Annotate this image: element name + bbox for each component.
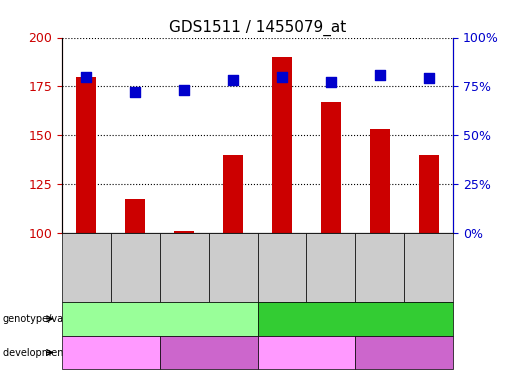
Point — [327, 80, 335, 86]
Bar — [223, 154, 243, 232]
Bar — [370, 129, 389, 232]
Bar — [321, 102, 340, 232]
Bar — [76, 76, 96, 232]
Point — [131, 89, 139, 95]
Text: E8.5: E8.5 — [98, 348, 123, 357]
Point — [229, 77, 237, 83]
Bar — [174, 231, 194, 232]
Text: E8.5: E8.5 — [294, 348, 319, 357]
Text: GSM48919: GSM48919 — [277, 241, 287, 294]
Point — [278, 74, 286, 80]
Text: RUNX1 knockout: RUNX1 knockout — [308, 314, 402, 324]
Text: E12: E12 — [198, 348, 219, 357]
Point — [424, 75, 433, 81]
Text: GSM48921: GSM48921 — [179, 241, 189, 294]
Text: wild type: wild type — [134, 314, 185, 324]
Point — [180, 87, 188, 93]
Text: GSM48922: GSM48922 — [228, 241, 238, 294]
Text: GSM48918: GSM48918 — [130, 241, 140, 294]
Text: E12: E12 — [393, 348, 415, 357]
Text: GSM48920: GSM48920 — [326, 241, 336, 294]
Bar — [272, 57, 291, 232]
Point — [82, 74, 91, 80]
Text: GSM48917: GSM48917 — [81, 241, 91, 294]
Bar — [419, 154, 438, 232]
Text: development stage: development stage — [3, 348, 97, 357]
Title: GDS1511 / 1455079_at: GDS1511 / 1455079_at — [169, 20, 346, 36]
Point — [375, 72, 384, 78]
Text: genotype/variation: genotype/variation — [3, 314, 95, 324]
Text: GSM48924: GSM48924 — [424, 241, 434, 294]
Text: GSM48923: GSM48923 — [375, 241, 385, 294]
Bar — [125, 200, 145, 232]
